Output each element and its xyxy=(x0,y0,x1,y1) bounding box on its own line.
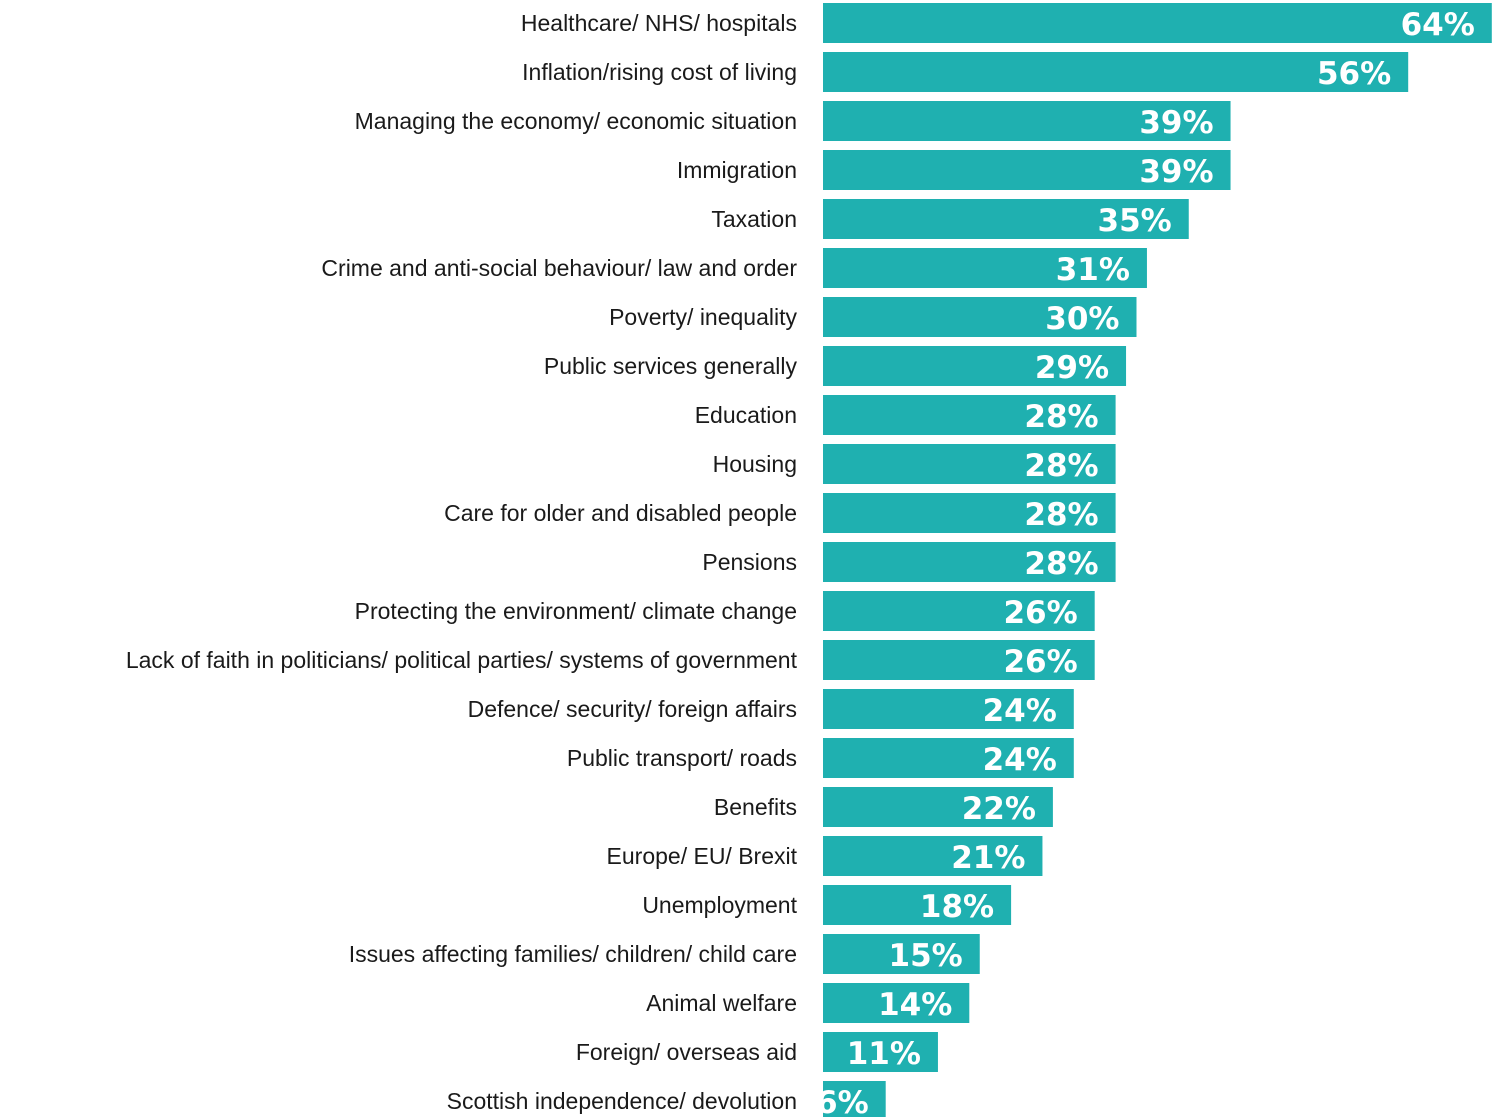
value-label: 56% xyxy=(1317,56,1391,92)
category-label: Care for older and disabled people xyxy=(444,500,797,526)
category-label: Benefits xyxy=(714,794,797,820)
category-label: Education xyxy=(695,402,797,428)
category-label: Inflation/rising cost of living xyxy=(522,59,797,85)
category-label: Poverty/ inequality xyxy=(609,304,797,330)
category-label: Unemployment xyxy=(642,892,797,918)
category-label: Housing xyxy=(713,451,797,477)
bar xyxy=(823,689,1074,729)
value-label: 31% xyxy=(1056,252,1130,288)
value-label: 18% xyxy=(920,889,994,925)
category-label: Europe/ EU/ Brexit xyxy=(607,843,798,869)
bar xyxy=(823,52,1409,92)
value-label: 26% xyxy=(1003,644,1077,680)
bar xyxy=(823,395,1116,435)
bar xyxy=(823,150,1231,190)
bar xyxy=(823,3,1492,43)
bar xyxy=(823,199,1189,239)
bar xyxy=(823,493,1116,533)
value-label: 35% xyxy=(1098,203,1172,239)
value-label: 28% xyxy=(1024,497,1098,533)
value-label: 15% xyxy=(889,938,963,974)
bar xyxy=(823,346,1127,386)
bar xyxy=(823,297,1137,337)
category-label: Healthcare/ NHS/ hospitals xyxy=(521,10,797,36)
category-label: Protecting the environment/ climate chan… xyxy=(355,598,797,624)
value-label: 30% xyxy=(1045,301,1119,337)
category-label: Issues affecting families/ children/ chi… xyxy=(349,941,797,967)
category-label: Managing the economy/ economic situation xyxy=(355,108,797,134)
value-label: 28% xyxy=(1024,546,1098,582)
value-label: 39% xyxy=(1139,154,1213,190)
bar xyxy=(823,934,980,974)
value-label: 28% xyxy=(1024,399,1098,435)
value-label: 21% xyxy=(951,840,1025,876)
category-label: Pensions xyxy=(702,549,797,575)
category-label: Immigration xyxy=(677,157,797,183)
value-label: 24% xyxy=(983,742,1057,778)
bar xyxy=(823,248,1147,288)
category-label: Taxation xyxy=(711,206,797,232)
value-label: 24% xyxy=(983,693,1057,729)
value-label: 39% xyxy=(1139,105,1213,141)
bar xyxy=(823,885,1012,925)
bar xyxy=(823,738,1074,778)
bar xyxy=(823,787,1053,827)
category-label: Scottish independence/ devolution xyxy=(447,1088,797,1114)
category-label: Animal welfare xyxy=(646,990,797,1016)
bar xyxy=(823,1081,886,1117)
bar xyxy=(823,983,970,1023)
bar xyxy=(823,1032,938,1072)
value-label: 14% xyxy=(878,987,952,1023)
category-label: Public services generally xyxy=(544,353,798,379)
value-label: 64% xyxy=(1401,7,1475,43)
category-label: Defence/ security/ foreign affairs xyxy=(468,696,797,722)
category-label: Lack of faith in politicians/ political … xyxy=(126,647,798,673)
category-label: Public transport/ roads xyxy=(567,745,797,771)
value-label: 28% xyxy=(1024,448,1098,484)
value-label: 11% xyxy=(847,1036,921,1072)
value-label: 6% xyxy=(816,1085,869,1117)
bar xyxy=(823,591,1095,631)
bar xyxy=(823,640,1095,680)
value-label: 26% xyxy=(1003,595,1077,631)
category-label: Crime and anti-social behaviour/ law and… xyxy=(321,255,797,281)
bar xyxy=(823,101,1231,141)
bar xyxy=(823,542,1116,582)
bar xyxy=(823,836,1043,876)
value-label: 22% xyxy=(962,791,1036,827)
bar xyxy=(823,444,1116,484)
value-label: 29% xyxy=(1035,350,1109,386)
category-label: Foreign/ overseas aid xyxy=(576,1039,797,1065)
